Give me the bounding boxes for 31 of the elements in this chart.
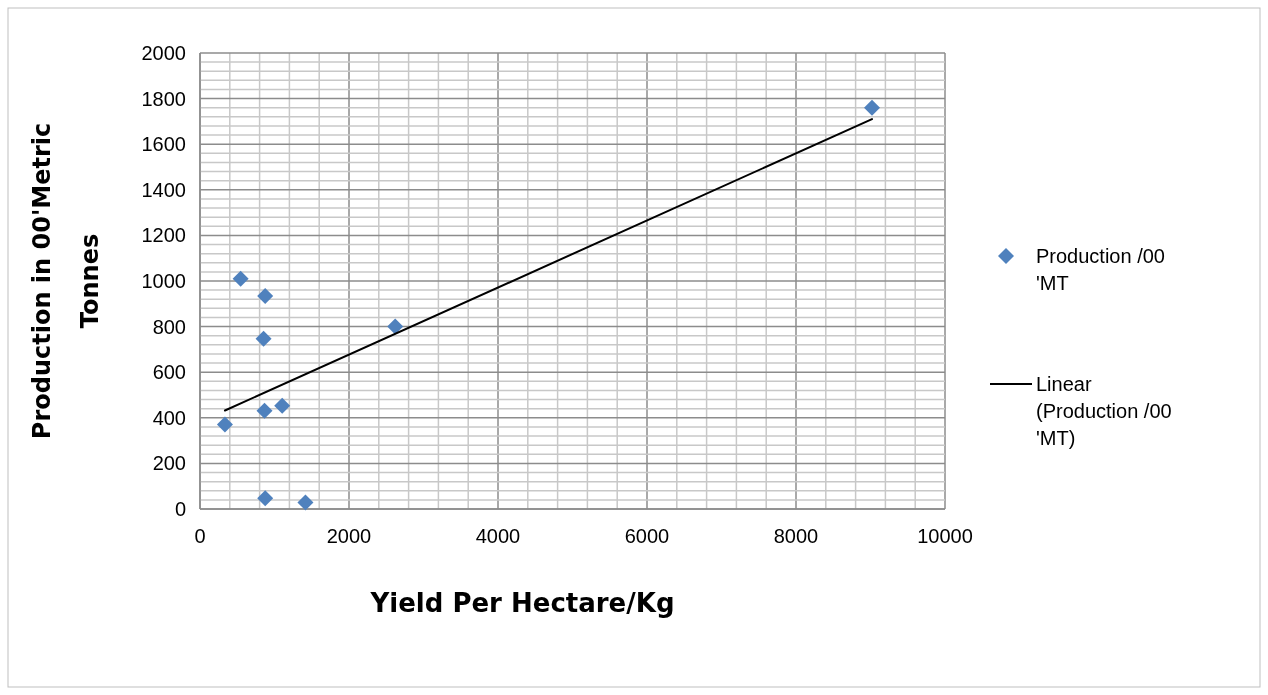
x-tick-label: 4000 (475, 525, 521, 547)
x-tick-label: 10000 (917, 525, 973, 547)
point (387, 318, 404, 335)
y-tick-label: 400 (152, 406, 186, 429)
y-tick-label: 0 (174, 498, 186, 520)
point (297, 494, 314, 511)
y-tick-label: 1000 (141, 270, 186, 292)
legend-label: Linear (Production /00 'MT) (1036, 373, 1172, 449)
point (216, 416, 233, 433)
y-tick-label: 600 (152, 361, 186, 384)
point (257, 490, 274, 507)
point (274, 397, 291, 414)
y-tick-label: 200 (152, 452, 186, 475)
x-tick-label: 6000 (624, 525, 670, 547)
x-tick-label: 2000 (326, 525, 372, 547)
point (256, 402, 273, 419)
y-tick-label: 1600 (141, 133, 186, 156)
y-axis-title: Production in 00'Metric Tonnes (28, 122, 104, 440)
point (232, 270, 249, 287)
y-tick-label: 2000 (141, 42, 186, 64)
legend-label: Production /00 'MT (1036, 245, 1165, 294)
x-axis-title: Yield Per Hectare/Kg (369, 588, 675, 618)
y-tick-label: 1800 (141, 87, 186, 110)
x-tick-label: 0 (194, 525, 206, 547)
point (255, 330, 272, 347)
y-tick-label: 1200 (141, 224, 186, 247)
point (257, 288, 274, 305)
x-tick-label: 8000 (773, 525, 819, 547)
y-tick-label: 1400 (141, 178, 186, 201)
y-tick-label: 800 (152, 315, 186, 338)
point (863, 99, 880, 116)
